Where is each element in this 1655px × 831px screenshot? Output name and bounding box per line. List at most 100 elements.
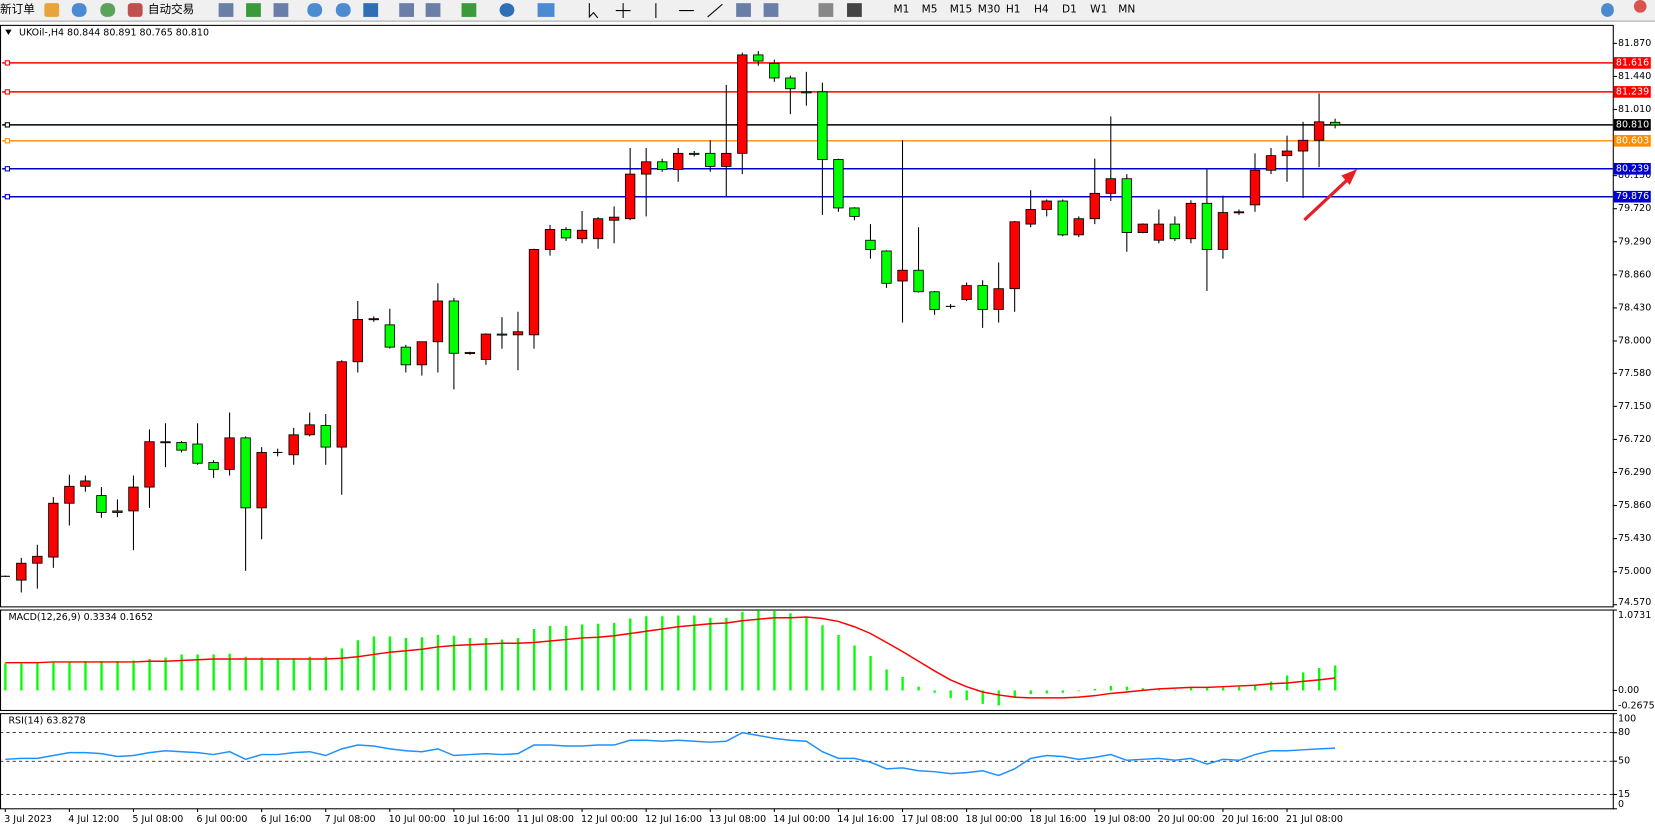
candle-body <box>256 452 267 509</box>
histogram-bar <box>981 690 984 704</box>
histogram-bar <box>340 648 344 691</box>
candle-body <box>849 207 860 217</box>
histogram-bar <box>773 611 776 691</box>
candle-body <box>112 510 123 513</box>
histogram-bar <box>548 626 552 691</box>
candle-body <box>1201 202 1213 250</box>
candle-body <box>1249 169 1261 206</box>
histogram-bar <box>741 611 744 691</box>
y-tick-label: 15 <box>1618 789 1630 800</box>
histogram-bar <box>132 660 135 691</box>
icon[interactable] <box>100 3 116 17</box>
icon[interactable] <box>736 3 751 17</box>
auto-trading-button[interactable]: 自动交易 <box>148 2 194 16</box>
candle-body <box>1009 221 1020 290</box>
histogram-bar <box>1077 690 1081 692</box>
timeframe-button[interactable]: M1 <box>894 4 910 16</box>
icon[interactable] <box>818 3 834 17</box>
y-tick-label: 76.290 <box>1618 467 1651 478</box>
candle-body <box>1073 218 1084 236</box>
histogram-bar <box>1173 689 1177 691</box>
histogram-bar <box>661 616 664 691</box>
histogram-bar <box>500 639 504 691</box>
histogram-bar <box>901 676 904 691</box>
x-tick-label: 14 Jul 00:00 <box>773 814 830 825</box>
y-tick-label: 76.720 <box>1618 434 1651 445</box>
icon[interactable] <box>399 3 415 17</box>
zoom-out[interactable] <box>335 3 351 17</box>
candle-body <box>913 269 924 293</box>
new-order-button[interactable]: 新订单 <box>0 2 35 16</box>
x-tick-label: 3 Jul 2023 <box>4 814 52 825</box>
line-tools[interactable] <box>655 3 723 18</box>
x-tick-label: 10 Jul 00:00 <box>389 814 446 825</box>
candle-body <box>833 159 844 209</box>
candle-body <box>1105 178 1116 194</box>
x-tick-label: 12 Jul 16:00 <box>645 814 702 825</box>
histogram-bar <box>4 663 7 691</box>
icon[interactable] <box>218 3 234 17</box>
timeframe-button[interactable]: D1 <box>1062 4 1077 16</box>
icon[interactable] <box>363 3 379 17</box>
histogram-bar <box>1253 685 1257 691</box>
histogram-bar <box>484 637 488 691</box>
price-level-handle <box>4 138 11 144</box>
icon[interactable] <box>44 3 60 17</box>
histogram-bar <box>420 637 424 691</box>
histogram-bar <box>52 661 55 691</box>
histogram-bar <box>292 658 295 691</box>
timeframe-button[interactable]: M15 <box>950 4 973 16</box>
histogram-bar <box>629 618 632 691</box>
candle-body <box>464 352 476 354</box>
x-tick-label: 14 Jul 16:00 <box>837 814 894 825</box>
collapse-triangle <box>5 29 12 35</box>
x-tick-label: 20 Jul 00:00 <box>1158 814 1215 825</box>
icon[interactable] <box>763 3 779 17</box>
annotation-arrowhead <box>1341 169 1358 186</box>
timeframe-button[interactable]: MN <box>1118 4 1135 16</box>
candle-body <box>160 441 171 444</box>
search-icon[interactable] <box>1601 3 1614 17</box>
icon[interactable] <box>127 3 143 17</box>
histogram-bar <box>581 624 584 691</box>
candle-body <box>1041 200 1052 210</box>
candle-body <box>673 152 684 170</box>
timeframe-button[interactable]: W1 <box>1090 4 1107 16</box>
candle-body <box>240 437 251 509</box>
price-level-label: 80.603 <box>1616 135 1649 146</box>
histogram-bar <box>1093 688 1097 691</box>
histogram-bar <box>116 661 119 691</box>
timeframe-button[interactable]: H4 <box>1034 4 1049 16</box>
histogram-bar <box>100 661 103 691</box>
candle-body <box>48 502 59 558</box>
candle-body <box>176 442 187 451</box>
candle-body <box>640 161 652 175</box>
candle-body <box>288 434 299 456</box>
histogram-bar <box>20 663 23 691</box>
icon[interactable] <box>461 3 477 17</box>
notification-badge[interactable] <box>1633 0 1647 13</box>
candle-body <box>721 152 732 167</box>
histogram-bar <box>853 645 856 691</box>
timeframe-button[interactable]: M5 <box>922 4 938 16</box>
zoom-in[interactable] <box>307 3 323 17</box>
icon[interactable] <box>847 3 862 17</box>
icon[interactable] <box>71 3 87 17</box>
icon[interactable] <box>537 3 555 17</box>
price-level-tag <box>1613 134 1651 147</box>
candle-body <box>192 443 203 464</box>
x-tick-label: 5 Jul 08:00 <box>132 814 183 825</box>
icon[interactable] <box>273 3 289 17</box>
histogram-bar <box>821 625 824 691</box>
cursor-tool[interactable] <box>588 3 599 19</box>
timeframe-button[interactable]: M30 <box>978 4 1001 16</box>
icon[interactable] <box>425 3 441 17</box>
icon[interactable] <box>246 3 261 17</box>
timeframe-button[interactable]: H1 <box>1006 4 1021 16</box>
y-tick-label: -0.2675 <box>1618 701 1655 712</box>
icon[interactable] <box>499 3 515 17</box>
crosshair-tool[interactable] <box>615 3 631 18</box>
candle-body <box>737 54 748 154</box>
histogram-bar <box>356 640 360 691</box>
